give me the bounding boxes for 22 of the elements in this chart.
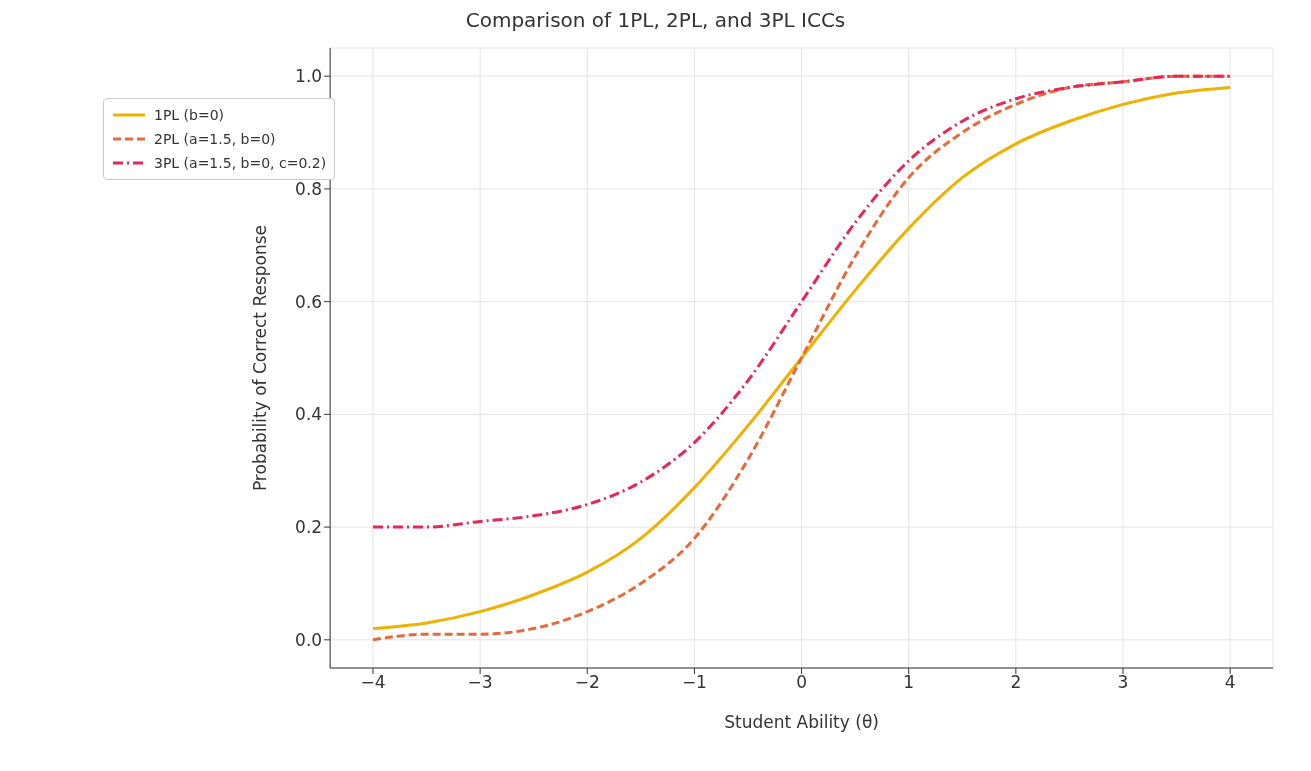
- x-axis-title: Student Ability (θ): [724, 712, 879, 732]
- line-series: [371, 74, 1232, 529]
- x-tick-label: 3: [1117, 672, 1129, 693]
- x-tick-label: 1: [903, 672, 915, 693]
- y-tick-label: 0.4: [295, 404, 323, 425]
- x-tick-label: −2: [574, 672, 600, 693]
- x-tick-label: −4: [360, 672, 386, 693]
- x-tick-label: 0: [796, 672, 807, 693]
- x-tick-label: −3: [467, 672, 493, 693]
- x-tick-label: 2: [1010, 672, 1022, 693]
- y-axis-title: Probability of Correct Response: [250, 224, 271, 492]
- legend-label: 1PL (b=0): [154, 106, 225, 125]
- y-tick-label: 0.8: [295, 178, 323, 199]
- y-tick-label: 1.0: [295, 66, 323, 87]
- y-tick-label: 0.0: [295, 629, 323, 650]
- legend-label: 2PL (a=1.5, b=0): [154, 130, 276, 149]
- chart-title: Comparison of 1PL, 2PL, and 3PL ICCs: [464, 8, 847, 34]
- y-tick-label: 0.2: [295, 517, 323, 538]
- x-tick-label: 4: [1224, 672, 1236, 693]
- legend-label: 3PL (a=1.5, b=0, c=0.2): [154, 154, 327, 173]
- x-tick-label: −1: [681, 672, 707, 693]
- y-tick-label: 0.6: [295, 291, 323, 312]
